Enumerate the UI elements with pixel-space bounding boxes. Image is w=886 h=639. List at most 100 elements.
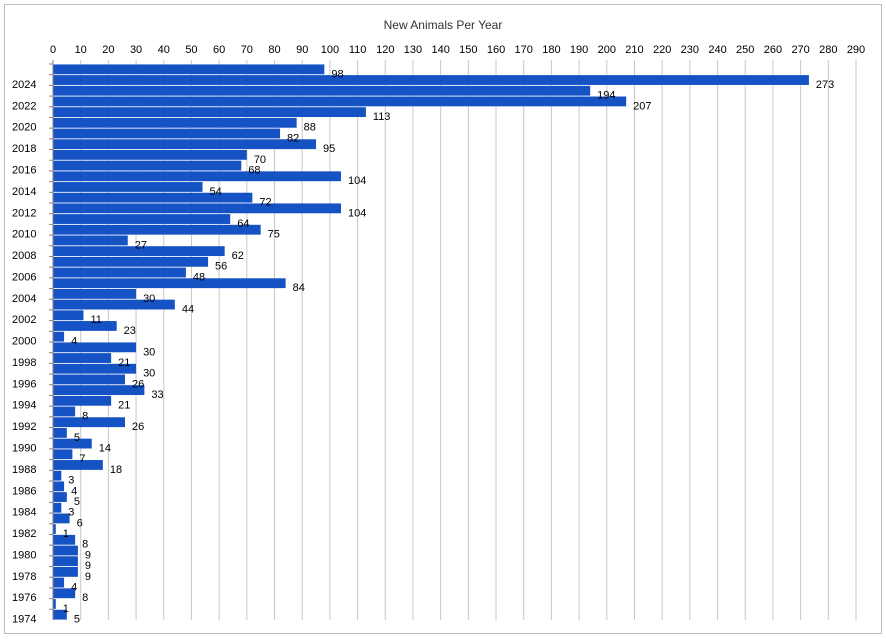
y-category-label: 2014 bbox=[12, 186, 36, 198]
data-labels: 9827319420711388829570681045472104647527… bbox=[63, 68, 835, 625]
bar bbox=[53, 363, 137, 374]
data-label: 104 bbox=[348, 207, 366, 219]
data-label: 56 bbox=[215, 261, 227, 273]
bar bbox=[53, 374, 125, 385]
data-label: 273 bbox=[816, 79, 834, 91]
bar bbox=[53, 267, 186, 278]
y-category-label: 2006 bbox=[12, 271, 36, 283]
x-tick-label: 20 bbox=[102, 44, 114, 56]
gridlines bbox=[80, 60, 857, 620]
data-label: 207 bbox=[633, 100, 651, 112]
data-label: 1 bbox=[63, 603, 69, 615]
data-label: 30 bbox=[143, 293, 155, 305]
bar bbox=[53, 299, 175, 310]
bar bbox=[53, 427, 67, 438]
bar bbox=[53, 139, 317, 150]
data-label: 9 bbox=[85, 571, 91, 583]
bar bbox=[53, 438, 92, 449]
y-category-label: 1996 bbox=[12, 378, 36, 390]
data-label: 30 bbox=[143, 368, 155, 380]
data-label: 84 bbox=[293, 282, 305, 294]
x-tick-label: 70 bbox=[241, 44, 253, 56]
bars bbox=[53, 64, 809, 620]
data-label: 27 bbox=[135, 239, 147, 251]
y-category-label: 1992 bbox=[12, 421, 36, 433]
x-tick-label: 0 bbox=[50, 44, 56, 56]
y-category-label: 1994 bbox=[12, 400, 36, 412]
x-tick-label: 60 bbox=[213, 44, 225, 56]
y-category-label: 1986 bbox=[12, 485, 36, 497]
bar bbox=[53, 417, 125, 428]
x-tick-label: 120 bbox=[376, 44, 394, 56]
bar bbox=[53, 107, 366, 118]
bar bbox=[53, 481, 65, 492]
data-label: 70 bbox=[254, 154, 266, 166]
x-tick-label: 210 bbox=[625, 44, 643, 56]
bar bbox=[53, 235, 128, 246]
data-label: 44 bbox=[182, 303, 194, 315]
y-category-label: 1988 bbox=[12, 464, 36, 476]
data-label: 54 bbox=[210, 186, 222, 198]
data-label: 11 bbox=[90, 314, 101, 326]
x-tick-label: 160 bbox=[487, 44, 505, 56]
data-label: 26 bbox=[132, 421, 144, 433]
data-label: 26 bbox=[132, 378, 144, 390]
chart-title: New Animals Per Year bbox=[384, 18, 503, 32]
bar bbox=[53, 182, 203, 192]
bar bbox=[53, 524, 56, 535]
bar bbox=[53, 609, 67, 620]
bar bbox=[53, 171, 341, 182]
x-tick-label: 250 bbox=[736, 44, 754, 56]
bar bbox=[53, 96, 627, 107]
y-category-label: 1974 bbox=[12, 614, 36, 626]
data-label: 4 bbox=[71, 485, 77, 497]
x-tick-label: 150 bbox=[459, 44, 477, 56]
data-label: 21 bbox=[118, 400, 130, 412]
bar bbox=[53, 160, 242, 171]
data-label: 7 bbox=[79, 453, 85, 465]
x-tick-label: 140 bbox=[431, 44, 449, 56]
bar bbox=[53, 545, 78, 556]
bar bbox=[53, 556, 78, 567]
data-label: 5 bbox=[74, 614, 80, 626]
x-tick-label: 240 bbox=[708, 44, 726, 56]
bar bbox=[53, 192, 253, 203]
bar bbox=[53, 599, 56, 609]
bar bbox=[53, 566, 78, 577]
x-tick-label: 50 bbox=[185, 44, 197, 56]
data-label: 3 bbox=[68, 475, 74, 487]
data-label: 68 bbox=[248, 164, 260, 176]
bar bbox=[53, 385, 145, 396]
y-category-label: 2016 bbox=[12, 164, 36, 176]
bar bbox=[53, 128, 281, 139]
y-category-label: 1990 bbox=[12, 442, 36, 454]
bar bbox=[53, 321, 117, 331]
x-tick-label: 180 bbox=[542, 44, 560, 56]
data-label: 33 bbox=[151, 389, 163, 401]
data-label: 4 bbox=[71, 581, 77, 593]
bar bbox=[53, 502, 62, 513]
data-label: 30 bbox=[143, 346, 155, 358]
x-tick-label: 100 bbox=[321, 44, 339, 56]
data-label: 5 bbox=[74, 432, 80, 444]
x-tick-label: 200 bbox=[598, 44, 616, 56]
x-tick-label: 290 bbox=[847, 44, 865, 56]
y-category-label: 1976 bbox=[12, 592, 36, 604]
x-tick-label: 130 bbox=[404, 44, 422, 56]
data-label: 104 bbox=[348, 175, 366, 187]
bar bbox=[53, 406, 76, 417]
bar bbox=[53, 588, 76, 599]
y-category-label: 2010 bbox=[12, 229, 36, 241]
y-category-label: 2020 bbox=[12, 122, 36, 134]
data-label: 88 bbox=[304, 122, 316, 134]
x-tick-label: 280 bbox=[819, 44, 837, 56]
x-tick-label: 170 bbox=[515, 44, 533, 56]
bar bbox=[53, 246, 225, 257]
data-label: 18 bbox=[110, 464, 122, 476]
bar bbox=[53, 278, 286, 289]
x-tick-label: 10 bbox=[75, 44, 87, 56]
bar bbox=[53, 64, 325, 75]
data-label: 4 bbox=[71, 336, 77, 348]
y-category-label: 2012 bbox=[12, 207, 36, 219]
data-label: 8 bbox=[82, 592, 88, 604]
